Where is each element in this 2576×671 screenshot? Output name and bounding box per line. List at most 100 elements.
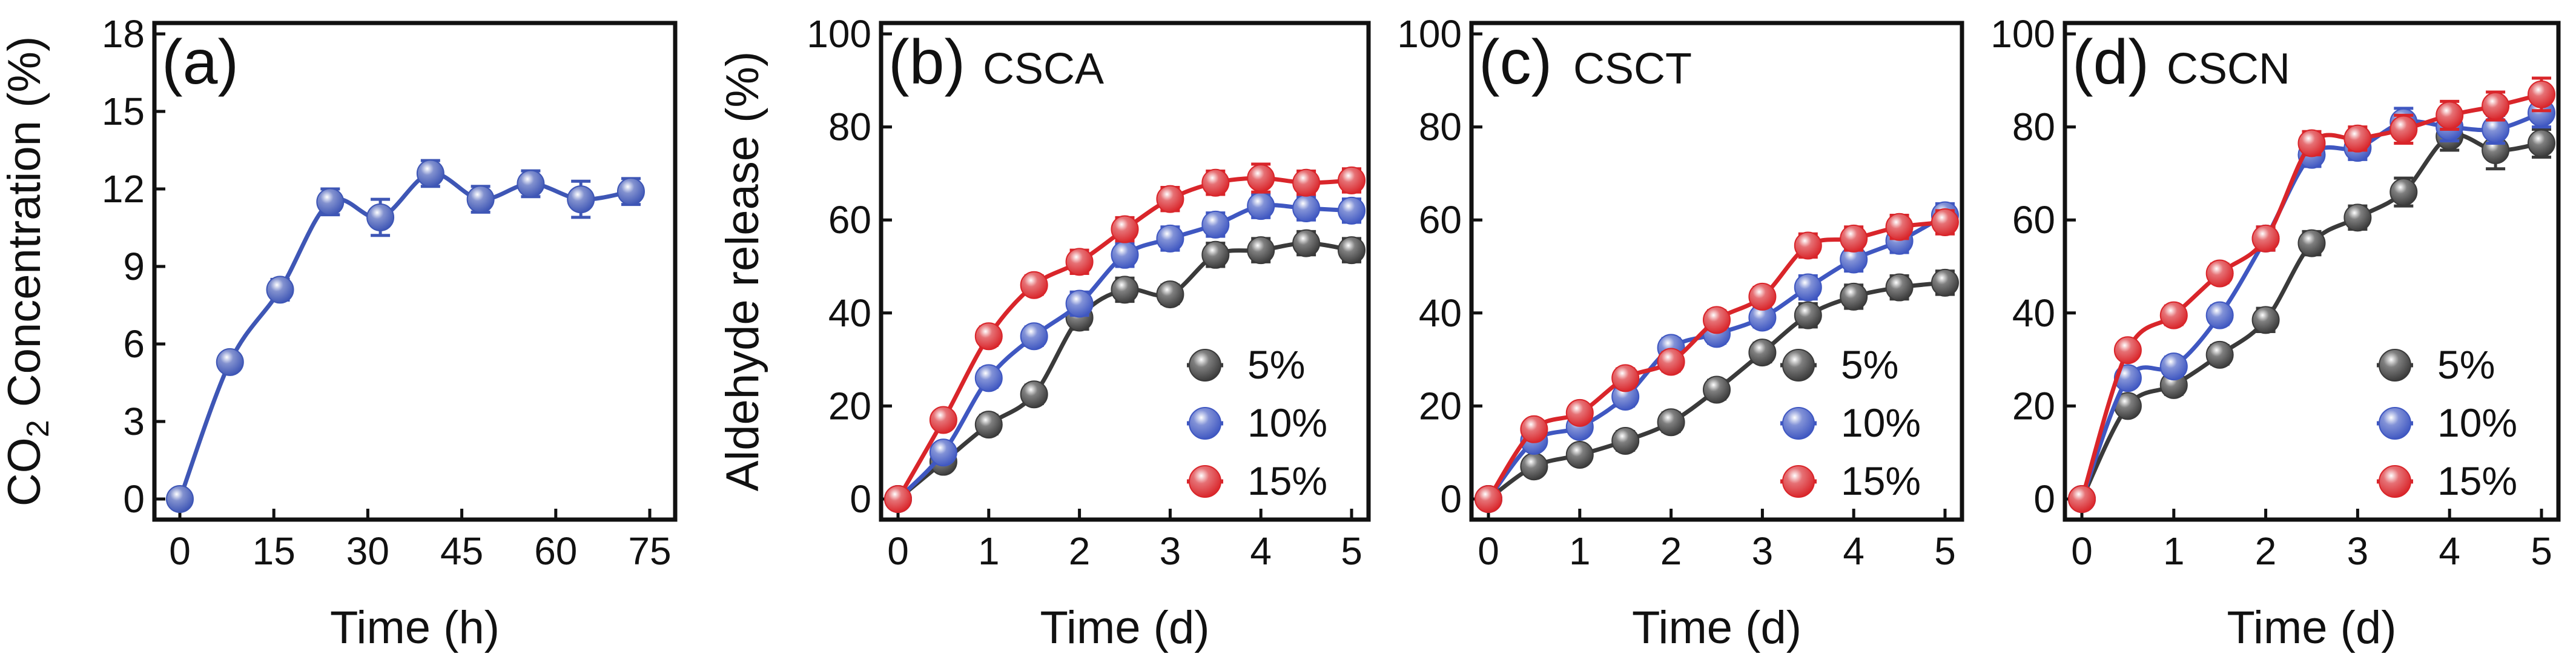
data-point (1292, 168, 1321, 197)
data-point (2482, 92, 2510, 121)
x-axis-label: Time (d) (2227, 602, 2396, 653)
legend-label: 5% (1247, 342, 1305, 387)
panel-tag: (d) (2072, 27, 2149, 98)
data-point (929, 406, 957, 434)
data-point (1657, 408, 1685, 437)
legend-marker (1782, 349, 1815, 382)
legend: 5% 10% 15% (1187, 342, 1327, 503)
y-axis-label: Aldehyde release (%) (717, 51, 768, 492)
data-point (1247, 192, 1275, 220)
x-tick-label: 2 (2255, 529, 2277, 573)
data-point (2251, 224, 2280, 253)
legend-label: 15% (2437, 458, 2517, 503)
data-point (1156, 185, 1184, 213)
series-15pct (2068, 76, 2555, 513)
data-point (1565, 398, 1594, 427)
data-point (2159, 301, 2188, 329)
y-axis-label: CO2 Concentration (%) (0, 36, 56, 507)
data-point (1201, 210, 1230, 239)
data-point (2528, 80, 2555, 108)
legend: 5% 10% 15% (2377, 342, 2517, 503)
y-tick-label: 60 (1419, 198, 1462, 242)
panel-name: CSCA (983, 45, 1104, 93)
data-point (1156, 224, 1184, 253)
data-point (1247, 164, 1275, 193)
legend-marker (1189, 465, 1221, 498)
x-tick-label: 15 (253, 529, 296, 573)
y-tick-label: 100 (1397, 12, 1462, 56)
data-point (1020, 271, 1048, 299)
panel-d: 0 1 2 3 4 5 0 20 40 60 80 100 Time (d) (d) CSCN 5% 10% 15… (1990, 12, 2561, 653)
data-point (1657, 348, 1685, 376)
x-tick-label: 0 (169, 529, 191, 573)
data-point (2159, 352, 2188, 381)
data-point (974, 411, 1003, 439)
data-point (1020, 380, 1048, 409)
y-tick-label: 0 (1440, 477, 1462, 521)
series-line (177, 171, 632, 500)
legend-marker (1782, 465, 1815, 498)
y-tick-label: 80 (828, 105, 871, 149)
y-tick-label: 100 (807, 12, 871, 56)
data-point (1931, 208, 1959, 237)
data-point (1338, 166, 1366, 194)
data-point (1247, 236, 1275, 265)
y-tick-label: 60 (2012, 198, 2055, 242)
legend-label: 15% (1841, 458, 1921, 503)
x-tick-label: 60 (534, 529, 577, 573)
plot-frame (1469, 21, 1964, 522)
y-tick-label: 40 (828, 291, 871, 335)
data-point (1703, 306, 1731, 334)
x-tick-label: 0 (2071, 529, 2093, 573)
legend-marker (2379, 407, 2411, 440)
x-axis-label: Time (h) (330, 602, 500, 653)
data-point (1794, 301, 1822, 329)
data-point (2528, 129, 2555, 157)
x-tick-label: 3 (1160, 529, 1181, 573)
x-tick-label: 4 (2439, 529, 2460, 573)
data-point (1748, 339, 1777, 367)
y-tick-label: 60 (828, 198, 871, 242)
data-point (1020, 322, 1048, 351)
panel-tag: (b) (888, 27, 965, 98)
legend: 5% 10% 15% (1780, 342, 1921, 503)
legend-label: 10% (2437, 400, 2517, 445)
series-15pct (884, 162, 1366, 513)
data-point (1111, 276, 1139, 304)
data-point (517, 170, 545, 198)
x-tick-label: 1 (2163, 529, 2185, 573)
data-point (166, 485, 194, 513)
series-5pct (2068, 121, 2555, 513)
data-point (1611, 427, 1640, 455)
x-tick-label: 2 (1660, 529, 1682, 573)
x-tick-label: 75 (628, 529, 671, 573)
data-point (266, 276, 294, 304)
plot-frame (879, 21, 1371, 522)
panel-tag: (c) (1479, 27, 1552, 98)
data-point (2205, 340, 2234, 369)
data-point (2389, 178, 2418, 207)
x-tick-label: 30 (346, 529, 389, 573)
data-point (1520, 415, 1548, 443)
data-point (2068, 485, 2096, 513)
data-point (216, 348, 244, 376)
legend-label: 10% (1247, 400, 1327, 445)
data-point (1156, 280, 1184, 309)
data-point (1201, 240, 1230, 269)
x-tick-label: 1 (1569, 529, 1591, 573)
data-point (974, 364, 1003, 392)
data-point (2297, 129, 2326, 157)
panel-name: CSCN (2167, 45, 2290, 93)
data-point (2205, 301, 2234, 329)
y-tick-label: 0 (123, 477, 145, 521)
legend-marker (1782, 407, 1815, 440)
y-tick-label: 40 (2012, 291, 2055, 335)
data-point (1794, 273, 1822, 302)
data-point (1065, 248, 1094, 276)
panel-c: 0 1 2 3 4 5 0 20 40 60 80 100 Time (d) (c) CSCT 5% 10% 15… (1397, 12, 1964, 653)
data-point (2343, 124, 2372, 153)
data-point (1201, 168, 1230, 197)
panel-b: 0 1 2 3 4 5 0 20 40 60 80 100 Time (d) Aldehyde relea… (717, 12, 1371, 653)
data-point (616, 177, 645, 206)
